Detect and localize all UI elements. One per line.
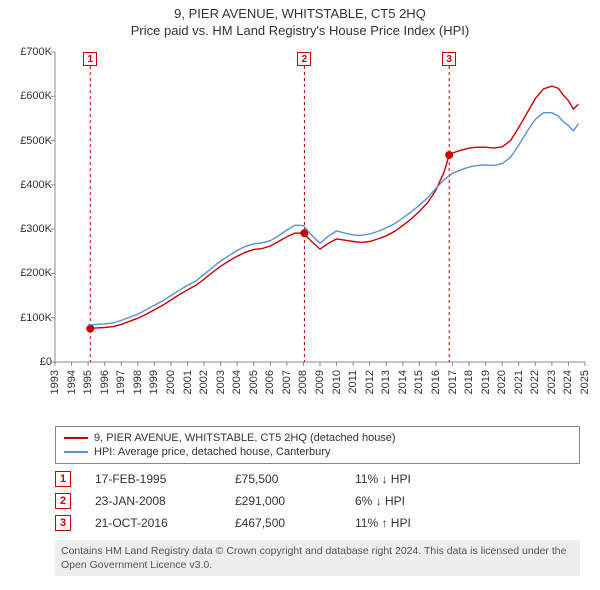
- transaction-row: 2 23-JAN-2008£291,0006% ↓ HPI: [55, 490, 580, 512]
- ytick-label: £600K: [2, 90, 52, 102]
- xtick-label: 2013: [380, 370, 392, 394]
- xtick-label: 2014: [397, 370, 409, 394]
- transaction-price: £291,000: [235, 494, 355, 508]
- marker-badge: 1: [83, 52, 97, 66]
- marker-badge: 3: [442, 52, 456, 66]
- legend-swatch: [64, 451, 88, 453]
- marker-badge: 2: [297, 52, 311, 66]
- transaction-diff: 11% ↑ HPI: [355, 516, 475, 530]
- transaction-badge: 3: [55, 515, 71, 531]
- xtick-label: 2007: [281, 370, 293, 394]
- ytick-label: £300K: [2, 223, 52, 235]
- xtick-label: 2019: [480, 370, 492, 394]
- xtick-label: 1997: [115, 370, 127, 394]
- transaction-diff: 6% ↓ HPI: [355, 494, 475, 508]
- transaction-row: 1 17-FEB-1995£75,50011% ↓ HPI: [55, 468, 580, 490]
- xtick-label: 2010: [331, 370, 343, 394]
- xtick-label: 2003: [215, 370, 227, 394]
- transaction-badge: 1: [55, 471, 71, 487]
- ytick-label: £100K: [2, 312, 52, 324]
- xtick-label: 2018: [463, 370, 475, 394]
- footer-note: Contains HM Land Registry data © Crown c…: [55, 540, 580, 576]
- xtick-label: 2008: [297, 370, 309, 394]
- xtick-label: 1998: [132, 370, 144, 394]
- ytick-label: £700K: [2, 46, 52, 58]
- xtick-label: 2016: [430, 370, 442, 394]
- transaction-date: 23-JAN-2008: [95, 494, 235, 508]
- ytick-label: £200K: [2, 267, 52, 279]
- transaction-row: 3 21-OCT-2016£467,50011% ↑ HPI: [55, 512, 580, 534]
- xtick-label: 1996: [99, 370, 111, 394]
- xtick-label: 1993: [49, 370, 61, 394]
- xtick-label: 2025: [579, 370, 591, 394]
- legend-label: 9, PIER AVENUE, WHITSTABLE, CT5 2HQ (det…: [94, 432, 396, 444]
- legend-row: HPI: Average price, detached house, Cant…: [64, 445, 571, 459]
- xtick-label: 1995: [82, 370, 94, 394]
- xtick-label: 2015: [413, 370, 425, 394]
- chart-svg: [0, 42, 600, 422]
- transaction-badge: 2: [55, 493, 71, 509]
- xtick-label: 1999: [148, 370, 160, 394]
- transaction-date: 17-FEB-1995: [95, 472, 235, 486]
- transaction-diff: 11% ↓ HPI: [355, 472, 475, 486]
- legend-label: HPI: Average price, detached house, Cant…: [94, 446, 330, 458]
- xtick-label: 2001: [182, 370, 194, 394]
- ytick-label: £0: [2, 356, 52, 368]
- xtick-label: 2011: [347, 370, 359, 394]
- legend-row: 9, PIER AVENUE, WHITSTABLE, CT5 2HQ (det…: [64, 431, 571, 445]
- xtick-label: 2024: [562, 370, 574, 394]
- xtick-label: 2021: [513, 370, 525, 394]
- transactions-table: 1 17-FEB-1995£75,50011% ↓ HPI 2 23-JAN-2008…: [55, 468, 580, 534]
- title-sub: Price paid vs. HM Land Registry's House …: [0, 21, 600, 42]
- legend-swatch: [64, 437, 88, 439]
- xtick-label: 2023: [546, 370, 558, 394]
- title-main: 9, PIER AVENUE, WHITSTABLE, CT5 2HQ: [0, 0, 600, 21]
- chart-area: £0 £100K £200K £300K £400K £500K £600K £700K 19…: [0, 42, 600, 422]
- xtick-label: 2022: [529, 370, 541, 394]
- xtick-label: 2005: [248, 370, 260, 394]
- xtick-label: 2002: [198, 370, 210, 394]
- xtick-label: 2020: [496, 370, 508, 394]
- xtick-label: 2000: [165, 370, 177, 394]
- transaction-price: £75,500: [235, 472, 355, 486]
- xtick-label: 2006: [264, 370, 276, 394]
- transaction-price: £467,500: [235, 516, 355, 530]
- ytick-label: £500K: [2, 135, 52, 147]
- ytick-label: £400K: [2, 179, 52, 191]
- transaction-date: 21-OCT-2016: [95, 516, 235, 530]
- xtick-label: 2017: [447, 370, 459, 394]
- legend-box: 9, PIER AVENUE, WHITSTABLE, CT5 2HQ (det…: [55, 426, 580, 464]
- xtick-label: 2004: [231, 370, 243, 394]
- xtick-label: 1994: [66, 370, 78, 394]
- xtick-label: 2009: [314, 370, 326, 394]
- xtick-label: 2012: [364, 370, 376, 394]
